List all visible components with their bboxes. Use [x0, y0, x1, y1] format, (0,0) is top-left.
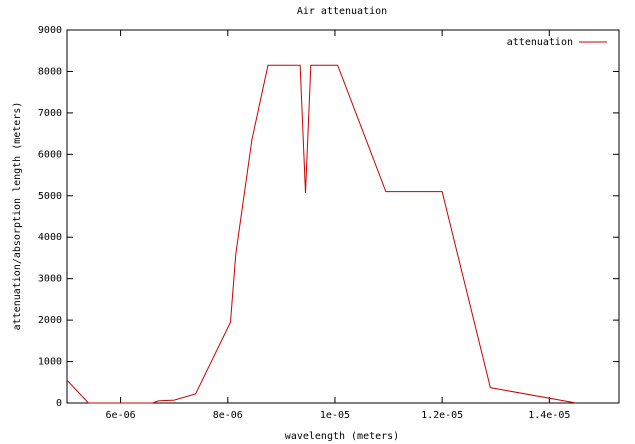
y-axis-label: attenuation/absorption length (meters) — [12, 102, 23, 331]
data-line — [66, 64, 577, 404]
chart-title: Air attenuation — [297, 6, 387, 17]
y-tick-label: 4000 — [38, 232, 62, 243]
y-tick-label: 2000 — [38, 315, 62, 326]
y-tick-label: 7000 — [38, 108, 62, 119]
x-tick-label: 1.4e-05 — [528, 410, 570, 421]
y-tick-label: 0 — [56, 398, 62, 409]
y-tick-label: 6000 — [38, 149, 62, 160]
y-tick-label: 5000 — [38, 191, 62, 202]
legend-label: attenuation — [507, 37, 573, 48]
y-tick-label: 8000 — [38, 66, 62, 77]
x-tick-label: 8e-06 — [213, 410, 243, 421]
plot-frame — [66, 29, 620, 404]
x-axis-label: wavelength (meters) — [285, 431, 399, 442]
x-tick-label: 1.2e-05 — [421, 410, 463, 421]
x-tick-label: 1e-05 — [320, 410, 350, 421]
y-tick-label: 9000 — [38, 25, 62, 36]
x-tick-label: 6e-06 — [106, 410, 136, 421]
y-tick-label: 1000 — [38, 357, 62, 368]
y-tick-label: 3000 — [38, 274, 62, 285]
